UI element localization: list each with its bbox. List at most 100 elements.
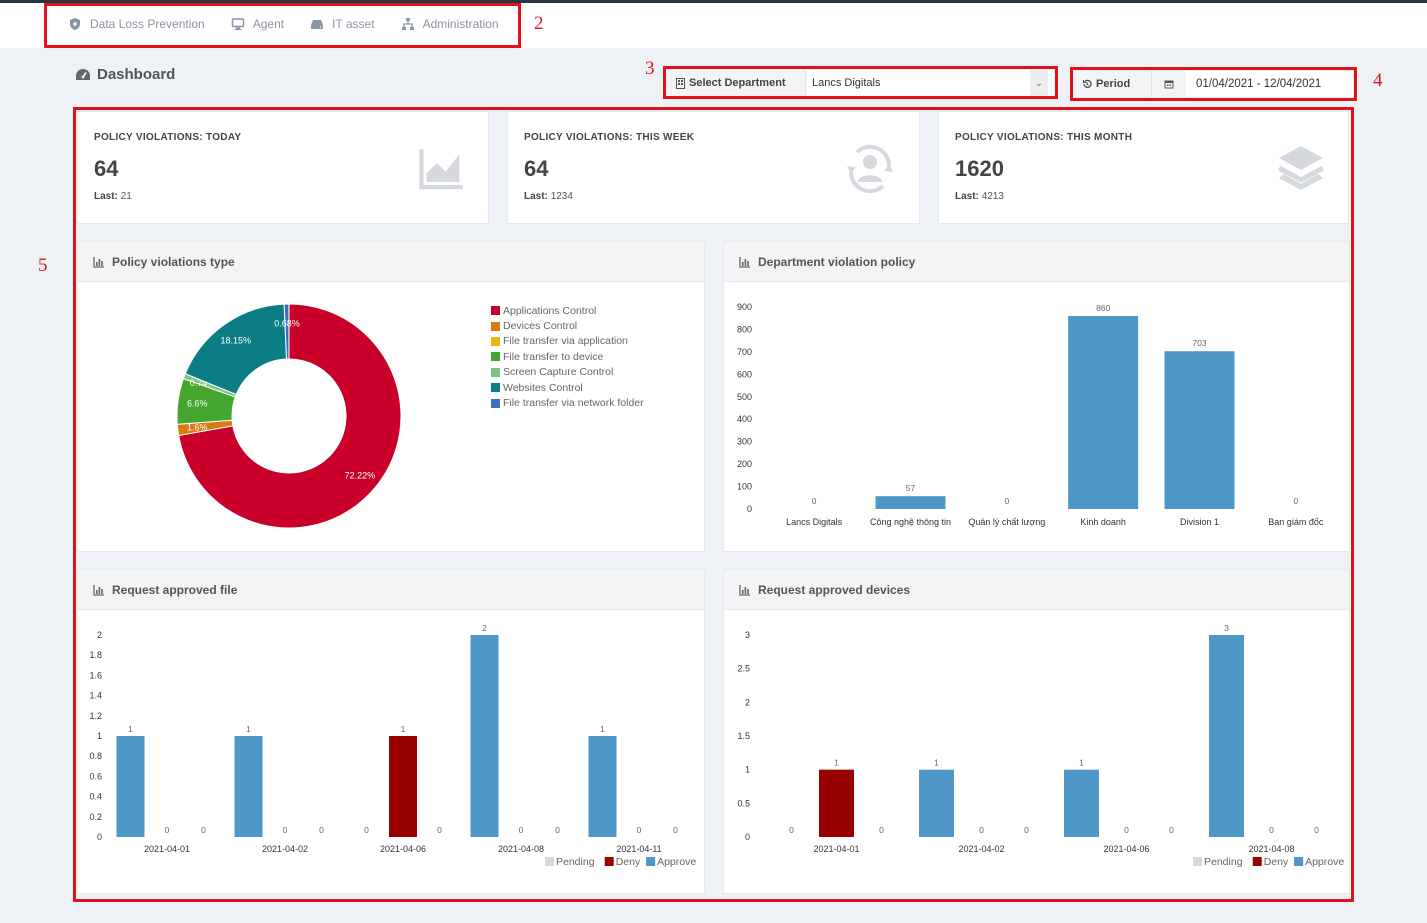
- department-filter: Select Department Lancs Digitals ⌄: [668, 70, 1054, 96]
- legend-label: Applications Control: [503, 304, 597, 317]
- sitemap-icon: [401, 18, 414, 30]
- data-label: 3: [1224, 623, 1229, 633]
- main-nav: Data Loss Prevention Agent IT asset Admi…: [68, 17, 499, 31]
- approved-devices-bar-chart: 0 0.5 1 1.5 2 2.5 3 0 1 0 2021-04-01 1 0 0 2021-04-02 1…: [737, 623, 1344, 868]
- data-label: 1: [401, 724, 406, 734]
- x-tick-label: 2021-04-02: [262, 844, 308, 854]
- shield-icon: [70, 18, 80, 30]
- data-label: 1: [934, 758, 939, 768]
- stat-last-value: 21: [120, 191, 132, 202]
- line-chart-icon: [419, 149, 463, 190]
- annotation-number-4: 4: [1373, 70, 1383, 91]
- y-tick-label: 1.8: [89, 650, 102, 660]
- legend-swatch: [491, 306, 500, 316]
- y-tick-label: 800: [737, 324, 752, 334]
- y-tick-label: 0: [745, 832, 750, 842]
- panel-title: Request approved file: [112, 582, 238, 597]
- bar: [1064, 769, 1099, 837]
- stat-last: Last: 4213: [955, 191, 1004, 202]
- bar: [470, 635, 499, 837]
- legend-swatch: [491, 398, 500, 408]
- data-label: 0: [364, 825, 369, 835]
- legend-label: File transfer to device: [503, 350, 604, 363]
- legend-label: Devices Control: [503, 320, 578, 333]
- top-nav-bar: Data Loss Prevention Agent IT asset Admi…: [0, 3, 1427, 48]
- bar: [919, 769, 954, 837]
- slice-label: 6.6%: [187, 399, 208, 409]
- nav-item-label: IT asset: [332, 17, 375, 31]
- slice-label: 0.74%: [190, 378, 216, 388]
- legend-item[interactable]: Devices Control: [491, 318, 644, 333]
- y-tick-label: 0.6: [89, 771, 102, 781]
- legend-item[interactable]: File transfer to device: [491, 349, 644, 364]
- bar: [1209, 635, 1244, 837]
- legend-label: Pending: [1204, 856, 1243, 868]
- nav-item-it-asset[interactable]: IT asset: [310, 17, 375, 31]
- data-label: 0: [165, 825, 170, 835]
- data-label: 0: [789, 825, 794, 835]
- bar: [588, 736, 617, 837]
- data-label: 0: [555, 825, 560, 835]
- legend-label: Pending: [556, 856, 595, 868]
- nav-item-agent[interactable]: Agent: [231, 17, 284, 31]
- y-tick-label: 0: [97, 832, 102, 842]
- y-tick-label: 1: [97, 731, 102, 741]
- panel-department-violation: Department violation policy 0 100 200 300 40…: [723, 241, 1350, 552]
- period-filter: Period 01/04/2021 - 12/04/2021: [1074, 71, 1353, 97]
- history-icon: [1082, 79, 1092, 88]
- legend-label: Websites Control: [503, 381, 583, 394]
- data-label: 0: [673, 825, 678, 835]
- legend-swatch: [1193, 857, 1202, 866]
- data-label: 0: [1024, 825, 1029, 835]
- annotation-number-2: 2: [534, 13, 544, 34]
- stat-card-week: POLICY VIOLATIONS: THIS WEEK 64 Last: 12…: [507, 111, 920, 224]
- nav-item-administration[interactable]: Administration: [401, 17, 499, 31]
- panel-header: Department violation policy: [724, 242, 1349, 282]
- legend-label: Approve: [1305, 856, 1344, 868]
- nav-item-dlp[interactable]: Data Loss Prevention: [68, 17, 205, 31]
- department-select[interactable]: Lancs Digitals ⌄: [806, 70, 1054, 96]
- x-tick-label: Ban giám đốc: [1268, 517, 1324, 527]
- slice-label: 18.15%: [220, 335, 251, 345]
- y-tick-label: 200: [737, 459, 752, 469]
- department-label-text: Select Department: [689, 77, 786, 89]
- x-tick-label: Division 1: [1180, 517, 1219, 527]
- x-tick-label: 2021-04-01: [144, 844, 190, 854]
- y-tick-label: 100: [737, 482, 752, 492]
- legend-item[interactable]: Applications Control: [491, 303, 644, 318]
- period-label-text: Period: [1096, 78, 1131, 90]
- stat-title: POLICY VIOLATIONS: THIS WEEK: [524, 132, 695, 143]
- annotation-number-3: 3: [645, 58, 655, 79]
- calendar-icon[interactable]: [1152, 71, 1186, 97]
- dashboard-icon: [76, 68, 90, 80]
- legend-item[interactable]: Websites Control: [491, 380, 644, 395]
- data-label: 1: [246, 724, 251, 734]
- department-bar-chart: 0 100 200 300 400 500 600 700 800 900 0 Lancs Digit…: [737, 302, 1324, 527]
- legend-item[interactable]: Screen Capture Control: [491, 365, 644, 380]
- page-title: Dashboard: [75, 66, 175, 83]
- chevron-down-icon[interactable]: ⌄: [1030, 70, 1048, 96]
- panel-approved-devices: Request approved devices 0 0.5 1 1.5 2 2.5 3 0 1…: [723, 569, 1350, 894]
- data-label: 57: [906, 483, 916, 493]
- y-tick-label: 400: [737, 414, 752, 424]
- stat-card-today: POLICY VIOLATIONS: TODAY 64 Last: 21: [77, 111, 489, 224]
- y-tick-label: 900: [737, 302, 752, 312]
- x-tick-label: Lancs Digitals: [786, 517, 843, 527]
- legend-label: Deny: [1264, 856, 1289, 868]
- bar: [234, 736, 263, 837]
- data-label: 0: [637, 825, 642, 835]
- y-tick-label: 300: [737, 437, 752, 447]
- legend-swatch: [1294, 857, 1304, 866]
- legend-item[interactable]: File transfer via application: [491, 334, 644, 349]
- period-input[interactable]: 01/04/2021 - 12/04/2021: [1196, 78, 1322, 90]
- annotation-box-nav: [44, 3, 521, 48]
- annotation-box-department: [663, 66, 1058, 99]
- monitor-icon: [231, 18, 244, 30]
- x-tick-label: 2021-04-06: [1103, 844, 1149, 854]
- legend-label: File transfer via network folder: [503, 397, 644, 410]
- legend-swatch: [491, 321, 500, 331]
- building-icon: [676, 77, 685, 89]
- data-label: 0: [1004, 496, 1009, 506]
- legend-item[interactable]: File transfer via network folder: [491, 395, 644, 410]
- data-label: 0: [201, 825, 206, 835]
